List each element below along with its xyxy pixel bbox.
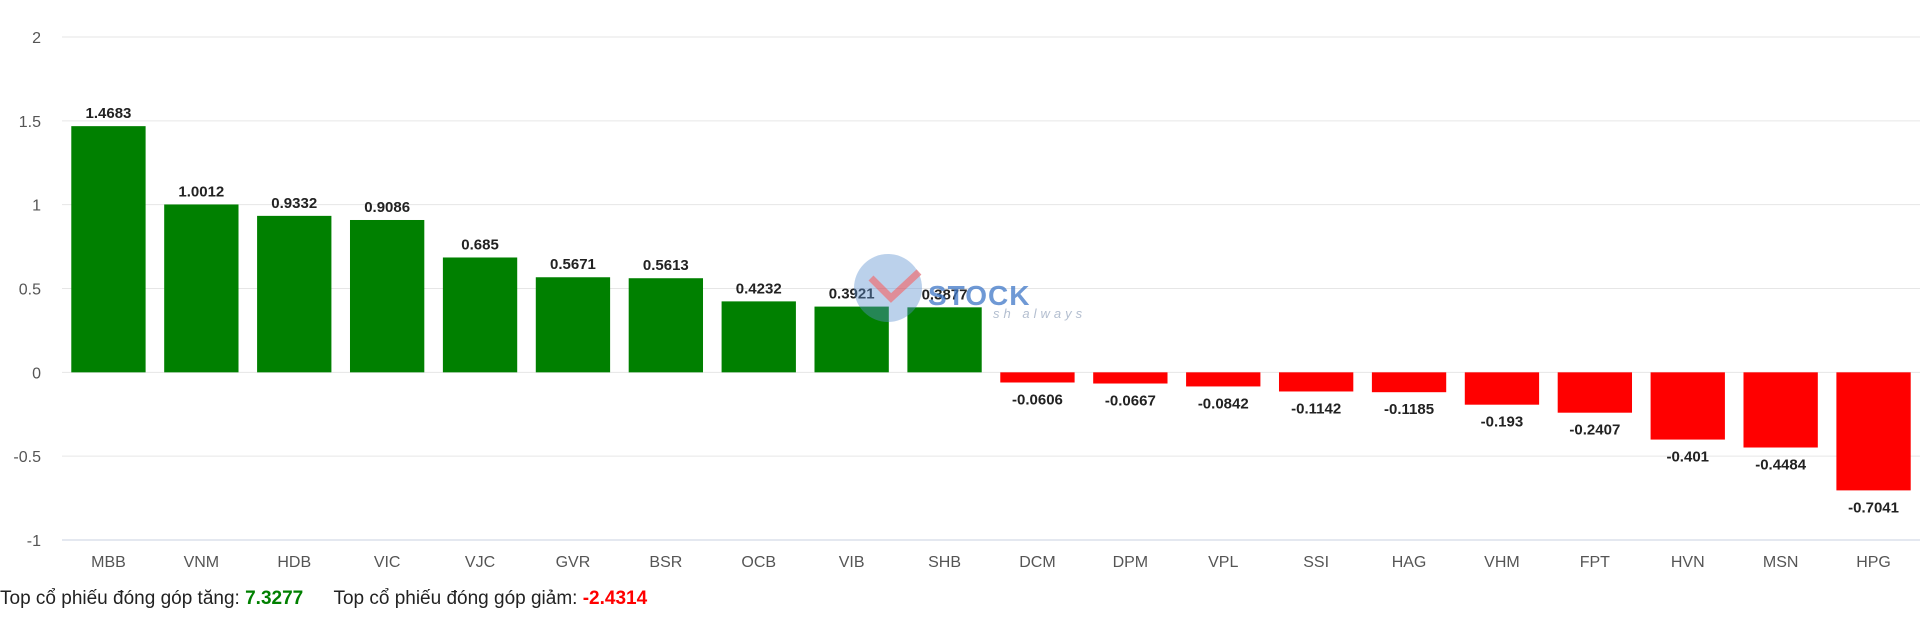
data-label: -0.193 [1481,414,1524,431]
category-label: VPL [1208,554,1238,571]
data-label: 0.3921 [829,286,875,303]
y-tick-label: 2 [32,30,41,47]
bar-vpl[interactable] [1186,372,1261,387]
data-label: -0.2407 [1569,422,1620,439]
bar-vic[interactable] [349,219,425,373]
category-label: FPT [1580,554,1610,571]
y-tick-label: 1 [32,198,41,215]
bar-fpt[interactable] [1557,372,1633,413]
y-tick-label: 1.5 [19,114,41,131]
bar-bsr[interactable] [628,278,704,373]
data-label: -0.401 [1666,449,1709,466]
bar-hag[interactable] [1371,372,1447,393]
y-tick-label: -0.5 [13,449,41,466]
data-label: -0.0606 [1012,391,1063,408]
bar-gvr[interactable] [535,277,611,373]
category-label: GVR [556,554,591,571]
bar-msn[interactable] [1743,372,1818,448]
y-tick-label: 0.5 [19,282,41,299]
watermark-logo: STOCK sh always [833,252,1093,324]
category-label: MSN [1763,554,1799,571]
category-label: MBB [91,554,126,571]
data-label: 0.9332 [271,195,317,212]
category-label: DCM [1019,554,1055,571]
category-label: HAG [1392,554,1427,571]
x-axis-categories: MBB VNM HDB VIC VJC GVR BSR OCB VIB SHB DCM DPM VPL S… [91,554,1891,571]
bar-dpm[interactable] [1093,372,1168,384]
category-label: DPM [1113,554,1149,571]
data-label: -0.0667 [1105,393,1156,410]
y-axis-ticks: 2 1.5 1 0.5 0 -0.5 -1 [13,30,41,550]
data-label: 0.5671 [550,256,596,273]
data-label: -0.1185 [1384,401,1434,418]
y-tick-label: 0 [32,365,41,382]
data-label: 0.4232 [736,280,782,297]
gain-value: 7.3277 [245,588,304,609]
data-label: -0.0842 [1198,395,1249,412]
bar-vjc[interactable] [442,257,518,373]
data-label: 0.5613 [643,257,689,274]
category-label: SHB [928,554,961,571]
logo-emblem-icon [854,254,922,322]
bar-dcm[interactable] [1000,372,1075,383]
bar-vhm[interactable] [1464,372,1540,405]
category-label: HVN [1671,554,1705,571]
bar-vib[interactable] [814,306,889,373]
loss-label: Top cổ phiếu đóng góp giảm: [333,588,578,609]
bar-ssi[interactable] [1278,372,1354,392]
category-label: VJC [465,554,495,571]
watermark-tagline: sh always [993,306,1087,321]
loss-value: -2.4314 [582,588,648,609]
category-label: VHM [1484,554,1520,571]
category-label: SSI [1303,554,1329,571]
data-label: 1.4683 [86,105,132,122]
data-label: 0.9086 [364,199,410,216]
data-label: -0.7041 [1848,499,1899,516]
category-label: OCB [741,554,776,571]
bar-mbb[interactable] [71,126,146,373]
chart-area: 2 1.5 1 0.5 0 -0.5 -1 1.4683 1.0012 0.9332 0.9086… [13,30,1920,571]
category-label: VNM [184,554,220,571]
bars [71,126,1911,491]
category-label: HDB [277,554,311,571]
bar-shb[interactable] [907,307,982,373]
data-labels: 1.4683 1.0012 0.9332 0.9086 0.685 0.5671 0.561… [86,105,1899,516]
y-tick-label: -1 [27,533,41,550]
bar-hvn[interactable] [1650,372,1725,440]
bar-hpg[interactable] [1836,372,1911,491]
bar-vnm[interactable] [164,204,239,373]
data-label: -0.1142 [1291,400,1341,417]
bar-ocb[interactable] [721,301,796,373]
data-label: -0.4484 [1755,457,1807,474]
contribution-summary: Top cổ phiếu đóng góp tăng: 7.3277 Top c… [0,588,647,610]
category-label: VIC [374,554,401,571]
category-label: HPG [1856,554,1891,571]
bar-chart: 2 1.5 1 0.5 0 -0.5 -1 1.4683 1.0012 0.9332 0.9086… [13,30,1920,571]
category-label: BSR [649,554,682,571]
data-label: 1.0012 [178,183,224,200]
data-label: 0.3877 [922,286,968,303]
category-label: VIB [839,554,865,571]
bar-hdb[interactable] [257,215,332,373]
data-label: 0.685 [461,236,499,253]
watermark-brand: STOCK [928,280,1031,311]
gain-label: Top cổ phiếu đóng góp tăng: [0,588,240,609]
